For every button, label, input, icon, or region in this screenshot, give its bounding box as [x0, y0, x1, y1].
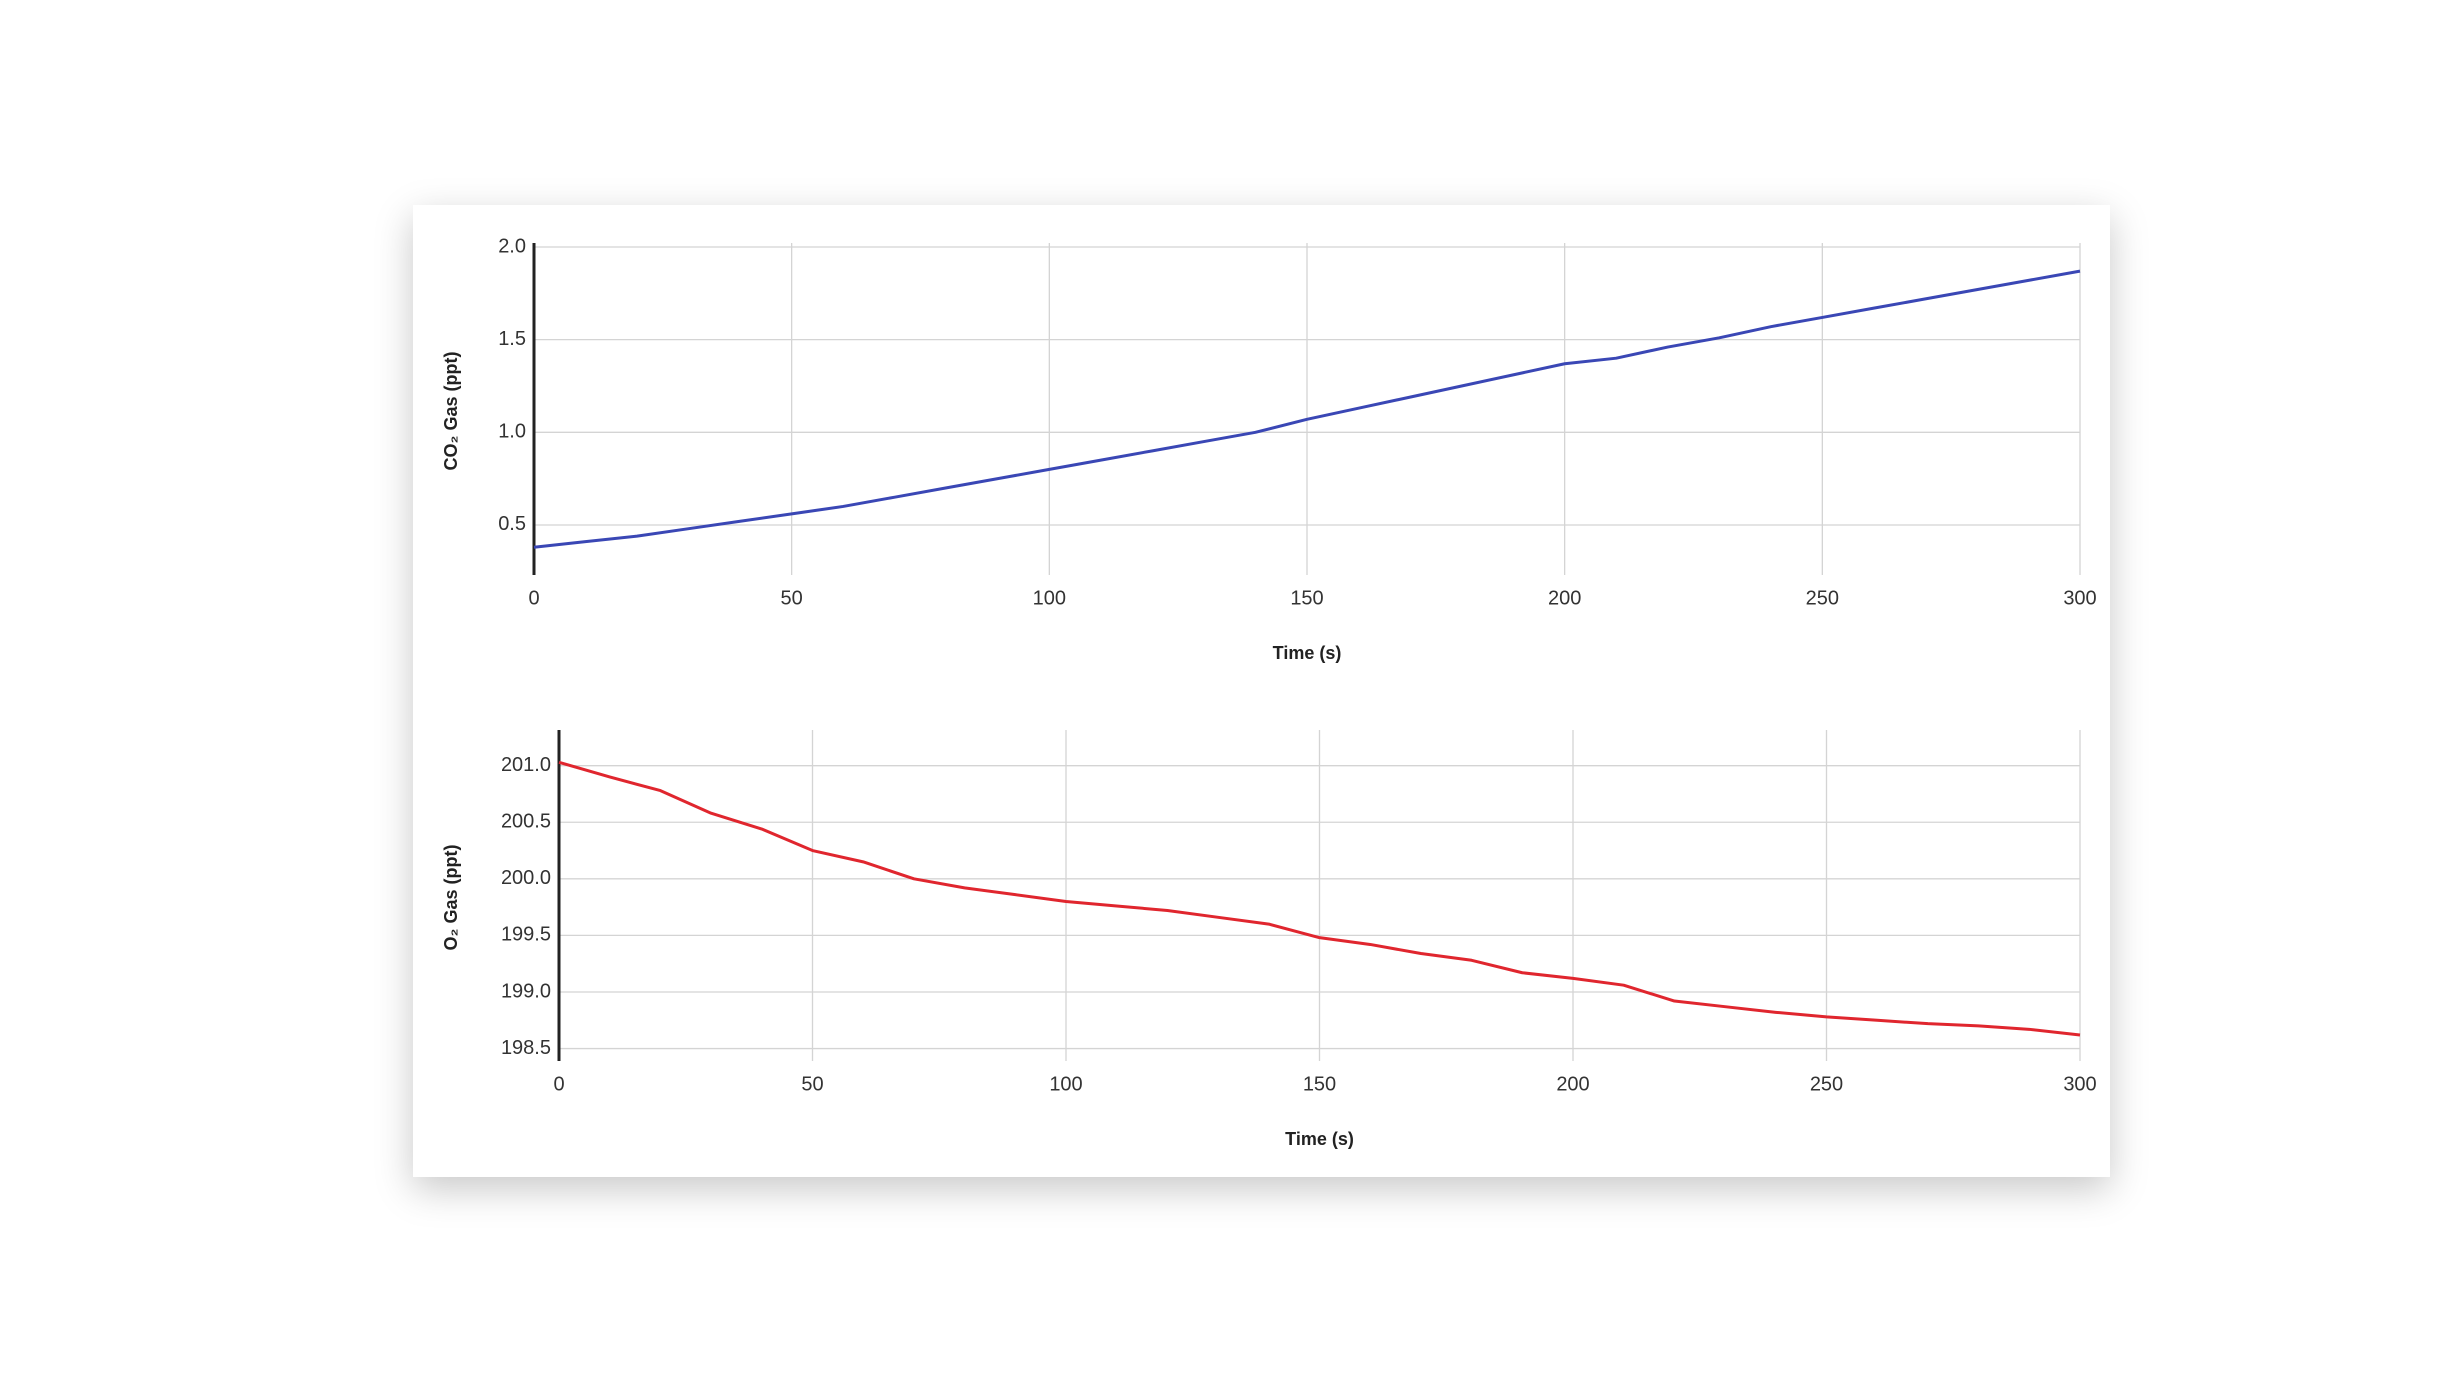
x-axis-title: Time (s) — [1285, 1129, 1354, 1149]
x-tick-label: 0 — [553, 1073, 564, 1095]
x-tick-label: 0 — [528, 587, 539, 609]
x-tick-label: 50 — [781, 587, 803, 609]
x-tick-label: 100 — [1049, 1073, 1082, 1095]
y-tick-label: 2.0 — [498, 235, 526, 257]
x-tick-label: 150 — [1303, 1073, 1336, 1095]
y-tick-label: 198.5 — [501, 1037, 551, 1059]
card — [413, 205, 2110, 1177]
x-tick-label: 150 — [1290, 587, 1323, 609]
x-tick-label: 200 — [1548, 587, 1581, 609]
x-tick-label: 250 — [1810, 1073, 1843, 1095]
x-tick-label: 100 — [1033, 587, 1066, 609]
x-tick-label: 50 — [801, 1073, 823, 1095]
y-tick-label: 200.0 — [501, 867, 551, 889]
x-tick-label: 300 — [2063, 587, 2096, 609]
y-tick-label: 200.5 — [501, 811, 551, 833]
data-line — [533, 269, 2081, 549]
y-tick-label: 0.5 — [498, 513, 526, 535]
x-tick-label: 200 — [1556, 1073, 1589, 1095]
y-tick-label: 201.0 — [501, 754, 551, 776]
y-tick-label: 1.0 — [498, 421, 526, 443]
x-axis-title: Time (s) — [1273, 643, 1342, 663]
x-tick-label: 250 — [1806, 587, 1839, 609]
y-tick-label: 199.0 — [501, 980, 551, 1002]
x-tick-label: 300 — [2063, 1073, 2096, 1095]
y-axis-title: O₂ Gas (ppt) — [441, 844, 461, 950]
y-axis-title: CO₂ Gas (ppt) — [441, 351, 461, 470]
y-tick-label: 199.5 — [501, 924, 551, 946]
data-line — [558, 760, 2081, 1037]
y-tick-label: 1.5 — [498, 328, 526, 350]
